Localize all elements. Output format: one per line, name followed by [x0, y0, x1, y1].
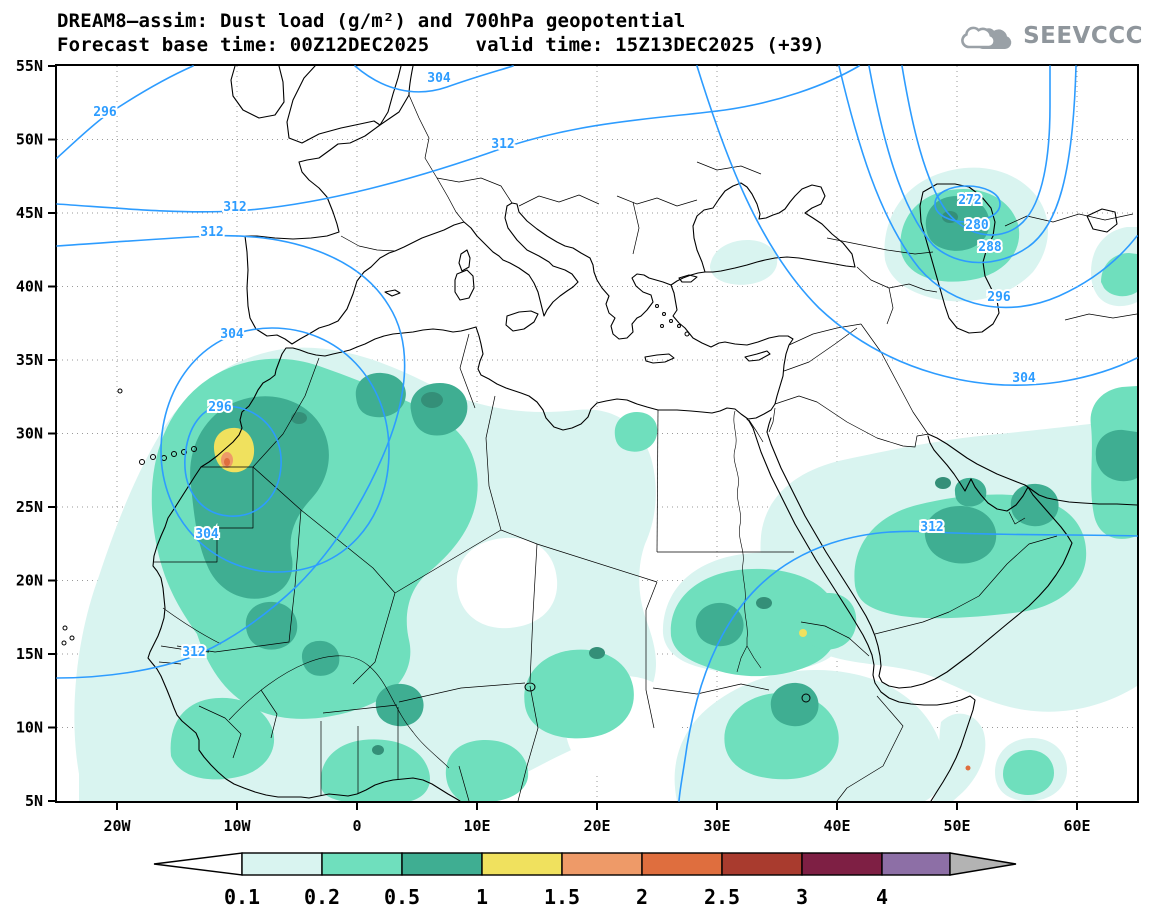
colorbar-level-label: 0.1 — [224, 885, 260, 907]
crete — [644, 353, 675, 364]
colorbar-segment — [321, 852, 403, 876]
colorbar-segment — [721, 852, 803, 876]
red-sea-west-shore-horn — [752, 427, 976, 802]
geopotential-contour-label: 288 — [978, 240, 1002, 255]
geopotential-contour-label: 296 — [208, 400, 232, 415]
britain-coast — [286, 65, 402, 144]
colorbar-segment — [241, 852, 323, 876]
iran-south-shore — [927, 433, 1138, 506]
colorbar: 0.1 0.2 0.5 1 1.5 2 2.5 3 4 — [150, 849, 1165, 907]
forecast-base-time: Forecast base time: 00Z12DEC2025 — [57, 34, 430, 56]
colorbar-left-arrow — [153, 852, 243, 876]
arabia-coast — [766, 431, 1073, 689]
aral-lake — [1086, 208, 1118, 233]
colorbar-level-label: 1 — [476, 885, 488, 907]
colorbar-right-arrow — [949, 852, 1017, 876]
geopotential-contour-label: 312 — [491, 137, 514, 152]
lat-tick-label: 55N — [16, 57, 43, 75]
lon-tick-label: 30E — [703, 817, 730, 835]
lon-tick-label: 20W — [103, 817, 131, 835]
senegal-river — [162, 607, 222, 645]
lat-tick-label: 20N — [16, 572, 43, 590]
caspian-sea — [919, 183, 1000, 334]
geopotential-contour-label: 272 — [958, 193, 981, 208]
borders-layer — [154, 94, 1138, 802]
chart-subtitle: Forecast base time: 00Z12DEC2025 valid ti… — [57, 34, 1165, 56]
seevccc-logo: SEEVCCC — [959, 16, 1143, 56]
lat-tick-label: 15N — [16, 645, 43, 663]
geopotential-contour-label: 312 — [200, 225, 223, 240]
sardinia — [454, 269, 475, 301]
lon-tick-label: 40E — [823, 817, 850, 835]
header: DREAM8—assim: Dust load (g/m²) and 700hP… — [0, 0, 1165, 56]
valid-time: valid time: 15Z13DEC2025 (+39) — [475, 34, 825, 56]
colorbar-level-label: 0.2 — [304, 885, 340, 907]
colorbar-svg: 0.1 0.2 0.5 1 1.5 2 2.5 3 4 — [153, 852, 1017, 907]
lon-tick-label: 10W — [223, 817, 251, 835]
lon-tick-label: 60E — [1063, 817, 1090, 835]
colorbar-segment — [481, 852, 563, 876]
geopotential-contour-label: 304 — [427, 71, 451, 86]
balearics — [384, 289, 401, 297]
geopotential-contour-label: 296 — [987, 290, 1011, 305]
niger-river — [228, 655, 450, 769]
geopotential-contour-label: 280 — [965, 218, 989, 233]
lon-tick-label: 50E — [943, 817, 970, 835]
colorbar-segment — [801, 852, 883, 876]
lon-tick-label: 10E — [463, 817, 490, 835]
lat-tick-label: 50N — [16, 131, 43, 149]
ireland-coast — [230, 65, 285, 119]
lat-tick-label: 25N — [16, 498, 43, 516]
geopotential-contour-label: 312 — [223, 200, 246, 215]
geopotential-contour-label: 312 — [182, 645, 205, 660]
corsica — [458, 249, 471, 272]
lat-tick-label: 45N — [16, 204, 43, 222]
cloud-icon — [961, 26, 1012, 49]
logo-text: SEEVCCC — [1023, 23, 1143, 49]
geopotential-contour-label: 312 — [920, 520, 943, 535]
geopotential-contour-label: 304 — [1012, 371, 1036, 386]
colorbar-level-label: 3 — [796, 885, 808, 907]
lat-tick-label: 30N — [16, 425, 43, 443]
map-svg: 3042963123123123042963043122722802882963… — [16, 57, 1138, 835]
sinai-forks — [746, 417, 772, 433]
lon-tick-label: 0 — [352, 817, 361, 835]
axis-ticks-and-labels: 55N 50N 45N 40N 35N 30N 25N 20N 15N 10N 5N 20W 10W 0 1… — [16, 57, 1091, 835]
lon-tick-label: 20E — [583, 817, 610, 835]
turkey-levant-north-africa-coast — [147, 284, 794, 802]
lat-tick-label: 40N — [16, 278, 43, 296]
geopotential-contour-label: 304 — [195, 527, 219, 542]
colorbar-segment — [641, 852, 723, 876]
geopotential-contours — [56, 65, 1138, 802]
colorbar-level-label: 0.5 — [384, 885, 420, 907]
geopotential-contour-label: 296 — [93, 105, 117, 120]
contour-labels: 3042963123123123042963043122722802882963… — [91, 69, 1038, 662]
colorbar-segment — [881, 852, 951, 876]
europe-mediterranean-coast — [244, 65, 856, 345]
colorbar-level-label: 1.5 — [544, 885, 580, 907]
lat-tick-label: 35N — [16, 351, 43, 369]
map-frame: 304 296 312 312 312 304 296 304 312 272 280 288 296 3… — [16, 57, 1139, 835]
colorbar-level-label: 2 — [636, 885, 648, 907]
geopotential-contour-label: 304 — [220, 327, 244, 342]
chart-title: DREAM8—assim: Dust load (g/m²) and 700hP… — [57, 10, 686, 32]
lat-tick-label: 10N — [16, 719, 43, 737]
marmara — [678, 274, 698, 283]
colorbar-segment — [401, 852, 483, 876]
dust-load-layer — [74, 167, 1137, 801]
cyprus — [744, 350, 771, 362]
colorbar-level-label: 4 — [876, 885, 888, 907]
colorbar-level-label: 2.5 — [704, 885, 740, 907]
lat-tick-label: 5N — [25, 792, 43, 810]
sicily — [505, 310, 539, 332]
colorbar-segment — [561, 852, 643, 876]
